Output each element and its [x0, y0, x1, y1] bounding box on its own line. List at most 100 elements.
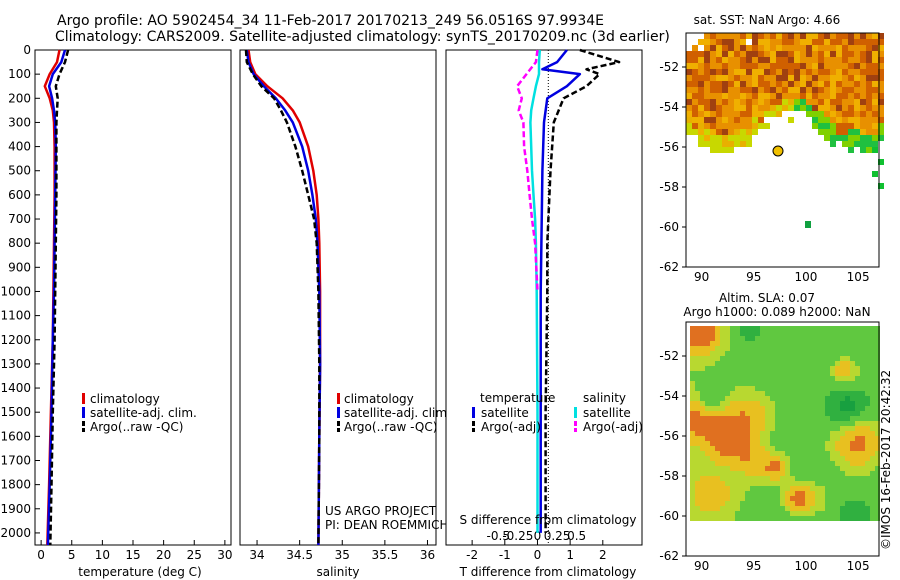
sla-cell [805, 501, 810, 506]
sla-cell [710, 466, 715, 471]
sla-cell [715, 396, 720, 401]
sla-cell [865, 371, 870, 376]
sla-cell [705, 336, 710, 341]
sla-cell [740, 326, 745, 331]
sla-cell [755, 376, 760, 381]
sla-cell [720, 456, 725, 461]
sla-cell [765, 416, 770, 421]
sla-cell [715, 421, 720, 426]
sla-cell [745, 486, 750, 491]
sla-map-title: Altim. SLA: 0.07 [719, 291, 815, 305]
sla-cell [720, 351, 725, 356]
sla-cell [745, 406, 750, 411]
sla-cell [810, 336, 815, 341]
sla-cell [815, 336, 820, 341]
sla-cell [715, 461, 720, 466]
sla-cell [865, 456, 870, 461]
sst-cell [806, 69, 812, 75]
sla-cell [750, 496, 755, 501]
sla-cell [710, 366, 715, 371]
sla-cell [840, 466, 845, 471]
sla-cell [730, 506, 735, 511]
sst-cell [764, 51, 770, 57]
sst-cell [830, 93, 836, 99]
sla-cell [795, 516, 800, 521]
sla-cell [785, 336, 790, 341]
sla-cell [815, 441, 820, 446]
sla-cell [825, 411, 830, 416]
sla-cell [720, 481, 725, 486]
sla-cell [860, 516, 865, 521]
sst-cell [770, 63, 776, 69]
sla-cell [775, 491, 780, 496]
sla-cell [705, 401, 710, 406]
sla-cell [840, 416, 845, 421]
sst-cell [782, 87, 788, 93]
sla-cell [820, 451, 825, 456]
sla-cell [795, 351, 800, 356]
sla-cell [850, 491, 855, 496]
sst-cell [836, 81, 842, 87]
sla-cell [780, 421, 785, 426]
sla-cell [850, 506, 855, 511]
sst-cell [812, 105, 818, 111]
sla-cell [800, 401, 805, 406]
sst-cell [854, 33, 860, 39]
sla-cell [820, 501, 825, 506]
sla-cell [715, 511, 720, 516]
sla-cell [845, 506, 850, 511]
sla-cell [870, 396, 875, 401]
sst-cell [764, 33, 770, 39]
sla-cell [750, 466, 755, 471]
sla-cell [805, 496, 810, 501]
sst-cell [704, 129, 710, 135]
sla-cell [720, 466, 725, 471]
sst-cell [728, 123, 734, 129]
sla-cell [710, 486, 715, 491]
sst-cell [830, 87, 836, 93]
sla-cell [805, 441, 810, 446]
sla-cell [815, 386, 820, 391]
depth-tick-label: 700 [8, 212, 31, 226]
sla-cell [825, 456, 830, 461]
sla-cell [850, 431, 855, 436]
sst-cell [800, 87, 806, 93]
sla-cell [720, 416, 725, 421]
sla-cell [820, 411, 825, 416]
sla-cell [875, 421, 880, 426]
sla-cell [790, 516, 795, 521]
temperature-panel: 0100200300400500600700800900100011001200… [0, 43, 232, 579]
sst-cell [806, 81, 812, 87]
sla-cell [735, 416, 740, 421]
sla-cell [825, 466, 830, 471]
sla-cell [775, 436, 780, 441]
sla-cell [735, 481, 740, 486]
sla-cell [790, 456, 795, 461]
sla-cell [785, 441, 790, 446]
sla-cell [830, 371, 835, 376]
sst-cell [794, 87, 800, 93]
sla-cell [810, 506, 815, 511]
sla-cell [795, 396, 800, 401]
sla-cell [800, 341, 805, 346]
x-tick-label: -1 [499, 548, 511, 562]
sst-cell [728, 129, 734, 135]
sla-cell [855, 416, 860, 421]
sst-cell [824, 33, 830, 39]
sst-cell [860, 93, 866, 99]
sla-cell [825, 326, 830, 331]
legend-label-sal-argo: Argo(-adj) [583, 420, 643, 434]
sla-cell [875, 486, 880, 491]
sst-cell [686, 105, 692, 111]
sst-cell [848, 123, 854, 129]
sla-cell [745, 426, 750, 431]
sla-cell [695, 486, 700, 491]
sst-cell [770, 51, 776, 57]
sla-cell [725, 486, 730, 491]
sla-cell [690, 486, 695, 491]
sst-cell [866, 93, 872, 99]
sla-cell [765, 476, 770, 481]
salinity-series [244, 49, 322, 546]
sla-cell [710, 491, 715, 496]
sla-cell [730, 391, 735, 396]
